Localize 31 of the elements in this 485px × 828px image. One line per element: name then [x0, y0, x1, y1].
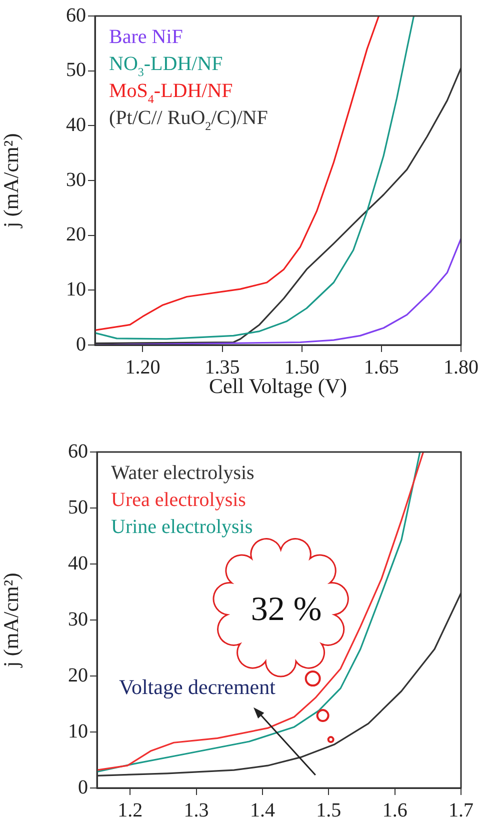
x-tick-label: 1.7 [448, 799, 474, 822]
y-tick-label: 30 [68, 608, 88, 630]
y-tick-label: 40 [66, 114, 86, 136]
y-tick-label: 0 [76, 333, 86, 356]
x-tick-label: 1.80 [444, 356, 478, 378]
annotation: Voltage decrement [119, 674, 276, 699]
y-tick-label: 60 [68, 440, 88, 462]
text: Bare NiF [109, 26, 183, 48]
text: Water electrolysis [111, 462, 255, 484]
text: Urine electrolysis [111, 516, 253, 538]
text: Urea electrolysis [111, 489, 246, 511]
x-tick-label: 1.65 [364, 356, 399, 378]
y-axis-title: j (mA/cm²) [0, 572, 24, 668]
y-tick-label: 10 [68, 720, 88, 742]
x-tick-label: 1.2 [118, 799, 143, 822]
y-tick-label: 20 [66, 224, 86, 246]
y-tick-label: 0 [78, 776, 88, 798]
y-tick-label: 20 [68, 664, 88, 686]
y-tick-label: 30 [66, 168, 86, 191]
x-tick-label: 1.6 [382, 799, 408, 822]
y-tick-label: 10 [66, 278, 86, 300]
y-tick-label: 50 [68, 496, 88, 518]
x-tick-label: 1.4 [250, 799, 275, 822]
x-tick-label: 1.5 [316, 799, 342, 822]
x-tick-label: 1.20 [125, 356, 160, 378]
annotation: 32 % [250, 591, 322, 628]
x-tick-label: 1.3 [184, 799, 209, 822]
y-tick-label: 50 [66, 59, 86, 82]
y-tick-label: 40 [68, 552, 88, 574]
y-axis-title: j (mA/cm²) [0, 133, 24, 229]
y-tick-label: 60 [66, 4, 86, 26]
